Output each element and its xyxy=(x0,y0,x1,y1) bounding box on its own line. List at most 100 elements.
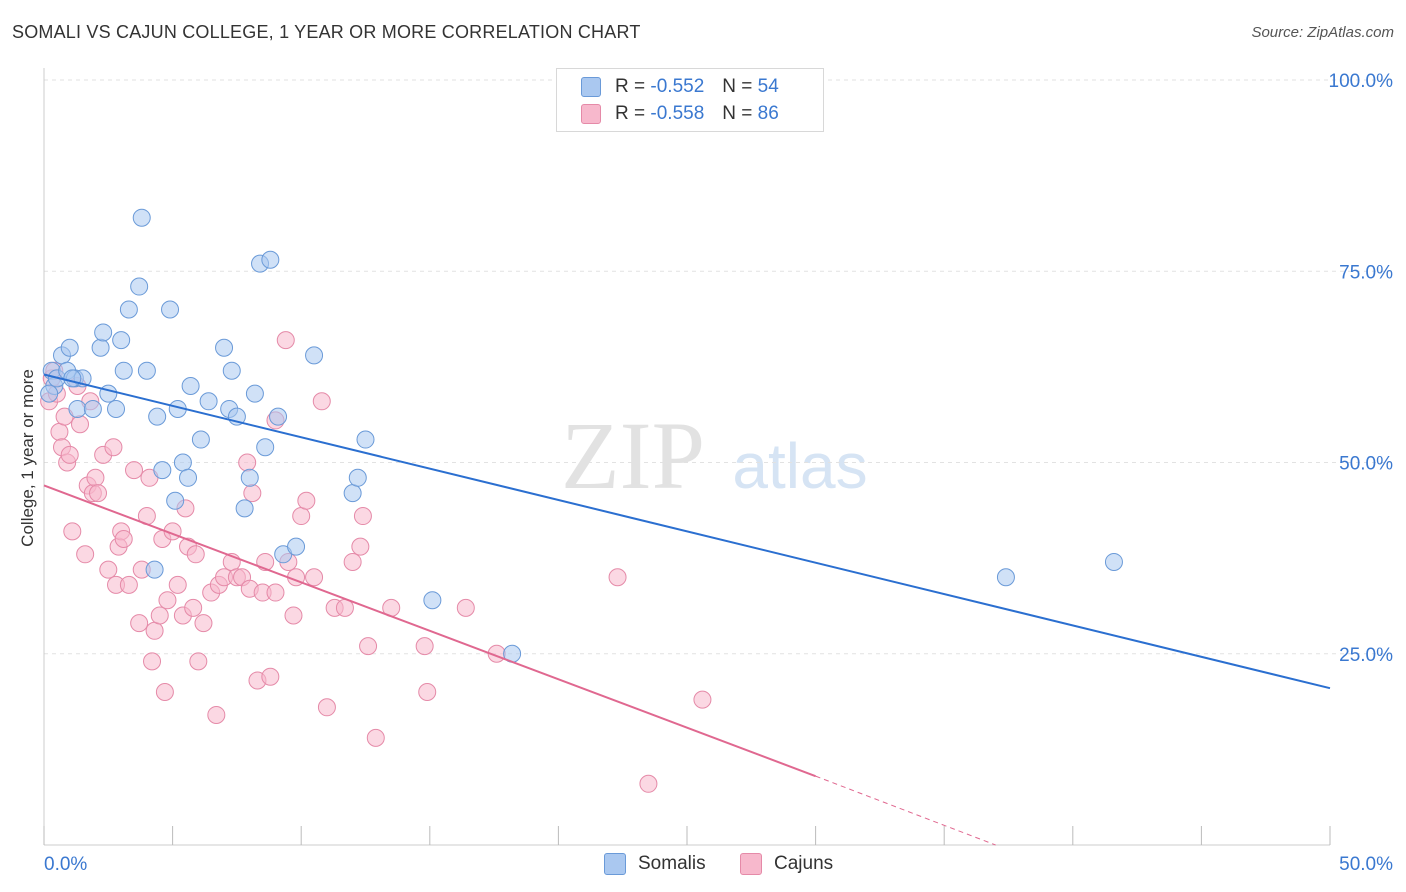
chart-title: SOMALI VS CAJUN COLLEGE, 1 YEAR OR MORE … xyxy=(12,22,641,42)
somali-point xyxy=(245,384,264,403)
cajuns-r-label: R = xyxy=(615,103,646,124)
cajun-point xyxy=(276,331,295,350)
somalis-r-label: R = xyxy=(615,76,646,97)
cajun-point xyxy=(343,552,362,571)
cajun-point xyxy=(312,392,331,411)
cajun-point xyxy=(114,530,133,548)
cajun-point xyxy=(353,507,372,526)
somali-point xyxy=(40,384,59,403)
somalis-swatch xyxy=(581,77,601,97)
cajuns-n-label: N = xyxy=(722,103,753,124)
somali-trend-line xyxy=(43,373,1331,690)
somali-point xyxy=(148,407,167,426)
somali-point xyxy=(99,384,118,403)
cajun-point xyxy=(150,606,169,625)
y-tick-label: 75.0% xyxy=(1339,262,1393,283)
cajun-point xyxy=(359,637,378,656)
cajun-point xyxy=(168,575,187,594)
cajun-trend-extension xyxy=(815,775,996,846)
somali-point xyxy=(137,361,156,380)
cajuns-swatch xyxy=(581,104,601,124)
somali-point xyxy=(119,300,138,319)
cajun-point xyxy=(50,422,69,441)
somali-point xyxy=(153,461,172,480)
source-label: Source: ZipAtlas.com xyxy=(1251,24,1394,41)
legend-row-cajuns: R = -0.558 N = 86 xyxy=(581,101,779,127)
somali-point xyxy=(287,537,306,556)
bottom-cajuns-label: Cajuns xyxy=(774,853,834,874)
bottom-cajuns-swatch xyxy=(740,853,762,875)
somali-point xyxy=(222,361,241,380)
somali-point xyxy=(107,399,126,418)
cajun-point xyxy=(292,507,311,526)
cajun-point xyxy=(184,598,203,617)
x-tick-label: 50.0% xyxy=(1339,854,1393,875)
somali-point xyxy=(94,323,113,342)
cajun-point xyxy=(207,705,226,724)
somali-point xyxy=(261,250,280,269)
somali-point xyxy=(269,407,288,426)
trend-lines xyxy=(43,373,1331,846)
somali-point xyxy=(256,438,275,457)
cajun-point xyxy=(60,445,79,464)
correlation-legend: R = -0.552 N = 54 R = -0.558 N = 86 xyxy=(556,68,824,132)
cajuns-n-value: 86 xyxy=(757,103,779,124)
cajun-point xyxy=(71,415,90,434)
cajun-point xyxy=(297,491,316,510)
cajun-point xyxy=(266,583,285,602)
watermark-atlas: atlas xyxy=(732,430,867,502)
cajun-point xyxy=(145,621,164,640)
cajun-point xyxy=(608,568,627,587)
cajun-point xyxy=(186,545,205,564)
cajun-point xyxy=(99,560,118,579)
somali-point xyxy=(166,491,185,510)
y-axis-label: College, 1 year or more xyxy=(18,369,37,547)
somali-point xyxy=(235,499,254,518)
bottom-somalis-label: Somalis xyxy=(638,853,706,874)
cajun-point xyxy=(415,637,434,656)
somali-point xyxy=(114,361,133,380)
bottom-somalis-swatch xyxy=(604,853,626,875)
cajun-point xyxy=(418,683,437,701)
bottom-legend-somalis: Somalis xyxy=(604,852,706,876)
somali-point xyxy=(130,277,149,296)
somali-point xyxy=(240,468,259,487)
cajun-point xyxy=(158,591,177,610)
cajun-point xyxy=(89,484,108,503)
somali-point xyxy=(161,300,180,319)
y-tick-label: 25.0% xyxy=(1339,645,1393,666)
somalis-r-value: -0.552 xyxy=(650,76,705,97)
somali-point xyxy=(199,392,218,411)
cajun-trend-line xyxy=(43,484,816,778)
cajun-point xyxy=(125,461,144,480)
somali-point xyxy=(83,399,102,418)
somali-point xyxy=(356,430,375,449)
somali-point xyxy=(179,468,198,487)
cajun-point xyxy=(305,568,324,587)
somalis-n-value: 54 xyxy=(757,76,779,97)
somali-point xyxy=(63,369,82,388)
cajun-point xyxy=(351,537,370,556)
cajuns-r-value: -0.558 xyxy=(650,103,705,124)
tick-labels: 100.0% 75.0% 50.0% 25.0% 0.0% 50.0% xyxy=(44,71,1393,875)
somali-point xyxy=(68,399,87,418)
cajun-point xyxy=(63,522,82,541)
cajun-point xyxy=(366,728,385,747)
axes xyxy=(43,68,1331,846)
cajun-point xyxy=(143,652,162,671)
cajun-point xyxy=(693,690,712,709)
somali-point xyxy=(191,430,210,449)
somali-point xyxy=(348,468,367,487)
somali-point xyxy=(112,331,131,350)
somali-point xyxy=(423,591,442,610)
cajun-point xyxy=(76,545,95,564)
legend-row-somalis: R = -0.552 N = 54 xyxy=(581,74,779,100)
cajun-point xyxy=(243,484,262,503)
y-tick-label: 50.0% xyxy=(1339,454,1393,475)
somali-point xyxy=(1104,552,1123,571)
series-somalis xyxy=(40,208,1123,663)
somali-point xyxy=(145,560,164,579)
series-cajuns xyxy=(40,331,712,793)
cajun-point xyxy=(639,774,658,793)
